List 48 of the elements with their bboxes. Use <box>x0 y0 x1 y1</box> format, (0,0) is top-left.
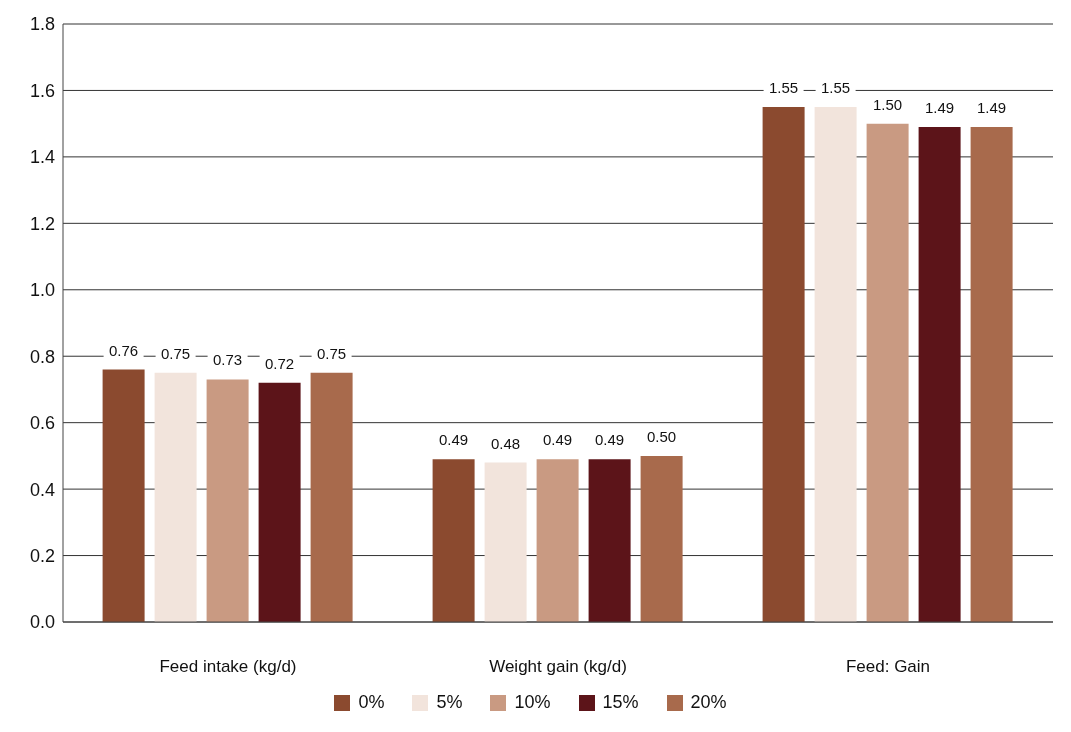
bar <box>536 459 579 622</box>
data-label: 1.55 <box>769 79 799 97</box>
bar <box>206 379 249 622</box>
bar <box>918 126 961 622</box>
y-tick-label: 0.0 <box>29 612 55 633</box>
y-tick-label: 1.8 <box>29 14 55 35</box>
data-label: 0.49 <box>595 431 625 449</box>
data-label: 0.73 <box>213 351 243 369</box>
data-label: 0.72 <box>265 354 295 372</box>
y-tick-label: 0.6 <box>29 413 55 434</box>
legend-label: 5% <box>436 692 463 713</box>
data-label: 0.75 <box>317 344 347 362</box>
data-label: 1.49 <box>977 98 1007 116</box>
y-tick-label: 1.2 <box>29 213 55 234</box>
data-label: 0.49 <box>439 431 469 449</box>
data-label: 0.49 <box>543 431 573 449</box>
bar <box>432 459 475 622</box>
bar <box>640 455 683 622</box>
y-tick-label: 1.6 <box>29 80 55 101</box>
bar <box>588 459 631 622</box>
bar <box>258 382 301 622</box>
bar <box>154 372 197 622</box>
legend-label: 0% <box>358 692 385 713</box>
legend-label: 15% <box>602 692 639 713</box>
bar <box>310 372 353 622</box>
data-label: 0.50 <box>647 427 677 445</box>
bar <box>866 123 909 622</box>
bar <box>814 107 857 622</box>
y-tick-label: 0.2 <box>29 545 55 566</box>
legend-label: 20% <box>690 692 727 713</box>
legend-label: 10% <box>514 692 551 713</box>
y-tick-label: 0.4 <box>29 479 55 500</box>
data-label: 1.49 <box>925 98 955 116</box>
y-tick-label: 1.0 <box>29 280 55 301</box>
y-tick-label: 0.8 <box>29 346 55 367</box>
data-label: 0.48 <box>491 434 521 452</box>
bar <box>970 126 1013 622</box>
bar <box>484 462 527 622</box>
data-label: 1.50 <box>873 95 903 113</box>
data-label: 0.76 <box>109 341 139 359</box>
x-tick-label: Weight gain (kg/d) <box>489 657 627 677</box>
x-tick-label: Feed: Gain <box>845 657 931 677</box>
data-label: 0.75 <box>161 344 191 362</box>
bar <box>762 107 805 622</box>
data-label: 1.55 <box>821 79 851 97</box>
y-tick-label: 1.4 <box>29 147 55 168</box>
bar <box>102 369 145 622</box>
x-tick-label: Feed intake (kg/d) <box>159 657 297 677</box>
